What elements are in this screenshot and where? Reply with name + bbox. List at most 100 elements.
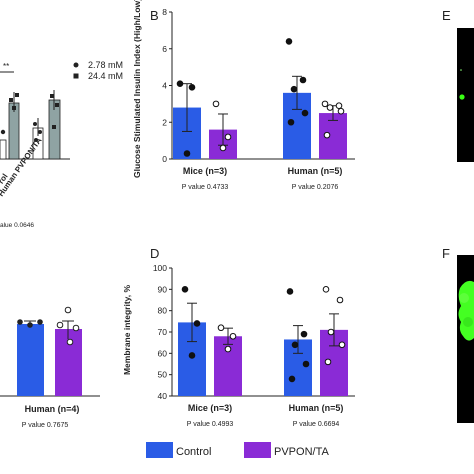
data-point (287, 118, 295, 126)
significance-label: ** (3, 62, 9, 71)
data-point (188, 352, 196, 359)
data-point (224, 133, 232, 141)
panel-c-point (37, 319, 43, 325)
panel-c-point (56, 321, 64, 329)
panel-a-point (33, 122, 37, 126)
legend-marker-circle (73, 62, 79, 68)
panel-letter-f: F (442, 246, 450, 261)
x-category-label: Human (n=5) (288, 166, 343, 176)
panel-c-bar (17, 324, 44, 396)
data-point (299, 76, 307, 84)
panel-b: B Glucose Stimulated Insulin Index (High… (132, 0, 355, 191)
data-point (217, 324, 225, 332)
y-axis-label: Membrane integrity, % (122, 285, 132, 375)
panel-f-blob (459, 293, 469, 303)
panel-letter-b: B (150, 8, 159, 23)
legend-swatch-control (146, 442, 173, 458)
data-point (224, 345, 232, 353)
y-tick-label: 60 (158, 348, 168, 358)
panel-c-pvalue: P value 0.7675 (22, 422, 69, 429)
y-tick-label: 4 (162, 81, 167, 91)
data-point (327, 328, 335, 336)
panel-f-blob (463, 317, 473, 327)
data-point (301, 109, 309, 117)
panel-letter-e: E (442, 8, 451, 23)
bar-pvponta (214, 336, 242, 396)
panel-a-fragment: ** 2.78 mM 24.4 mM rol Human PVPON/TA al… (0, 60, 123, 229)
panel-a-point (38, 130, 42, 134)
panel-a-pvalue-fragment: alue 0.0646 (0, 222, 34, 229)
panel-c-point (27, 322, 33, 328)
data-point (322, 286, 330, 293)
p-value-label: P value 0.4733 (182, 184, 229, 191)
panel-a-point (52, 125, 56, 129)
y-tick-label: 0 (162, 154, 167, 164)
panel-a-tick-fragment: Human PVPON/TA (0, 136, 44, 198)
data-point (229, 332, 237, 340)
y-tick-label: 6 (162, 44, 167, 54)
data-point (300, 330, 308, 338)
data-point (285, 38, 293, 45)
y-tick-label: 50 (158, 370, 168, 380)
panel-a-point (0, 129, 6, 135)
legend-swatch-pvpon (244, 442, 271, 458)
data-point (335, 102, 343, 110)
data-point (212, 100, 220, 108)
data-point (336, 296, 344, 304)
data-point (286, 288, 294, 295)
p-value-label: P value 0.2076 (292, 184, 339, 191)
y-tick-label: 90 (158, 284, 168, 294)
panel-a-point (34, 138, 38, 142)
panel-a-point (12, 106, 16, 110)
legend-label-control: Control (176, 446, 211, 458)
x-category-label: Mice (n=3) (188, 403, 232, 413)
panel-c-point (64, 306, 72, 314)
y-tick-label: 2 (162, 117, 167, 127)
data-point (181, 286, 189, 293)
data-point (323, 131, 331, 139)
p-value-label: P value 0.4993 (187, 421, 234, 428)
panel-e-image (457, 28, 474, 162)
legend-marker-square (73, 73, 79, 79)
data-point (337, 107, 345, 115)
x-category-label: Mice (n=3) (183, 166, 227, 176)
panel-f: F (442, 246, 474, 423)
data-point (291, 341, 299, 349)
panel-c-group-label: Human (n=4) (25, 404, 80, 414)
data-point (338, 341, 346, 349)
panel-c-point (72, 324, 80, 332)
panel-letter-d: D (150, 246, 159, 261)
y-tick-label: 40 (158, 391, 168, 401)
panel-a-tick-fragment: rol (0, 172, 10, 186)
panel-a-point (15, 93, 19, 97)
legend-label-high: 24.4 mM (88, 71, 123, 81)
panel-f-cluster (458, 280, 474, 341)
p-value-label: P value 0.6694 (293, 421, 340, 428)
data-point (219, 144, 227, 152)
panel-c-point (66, 338, 74, 346)
panel-a-point (55, 103, 59, 107)
data-point (183, 150, 191, 157)
panel-e: E (442, 8, 474, 162)
panel-a-point (9, 98, 13, 102)
y-tick-label: 80 (158, 306, 168, 316)
data-point (288, 375, 296, 383)
y-axis-label: Glucose Stimulated Insulin Index (High/L… (132, 0, 142, 178)
panel-e-dot (459, 94, 465, 100)
panel-a-bar (0, 139, 7, 160)
y-tick-label: 100 (153, 263, 167, 273)
data-point (302, 360, 310, 368)
data-point (188, 84, 196, 91)
panel-c-bar (55, 329, 82, 396)
x-category-label: Human (n=5) (289, 403, 344, 413)
panel-c-point (17, 319, 23, 325)
y-tick-label: 70 (158, 327, 168, 337)
panel-d: D Membrane integrity, % 40 50 60 70 80 90 100 M… (122, 246, 355, 428)
data-point (193, 320, 201, 327)
panel-e-dot (460, 69, 462, 71)
data-point (176, 80, 184, 87)
data-point (326, 104, 334, 111)
data-point (324, 358, 332, 366)
y-tick-label: 8 (162, 7, 167, 17)
